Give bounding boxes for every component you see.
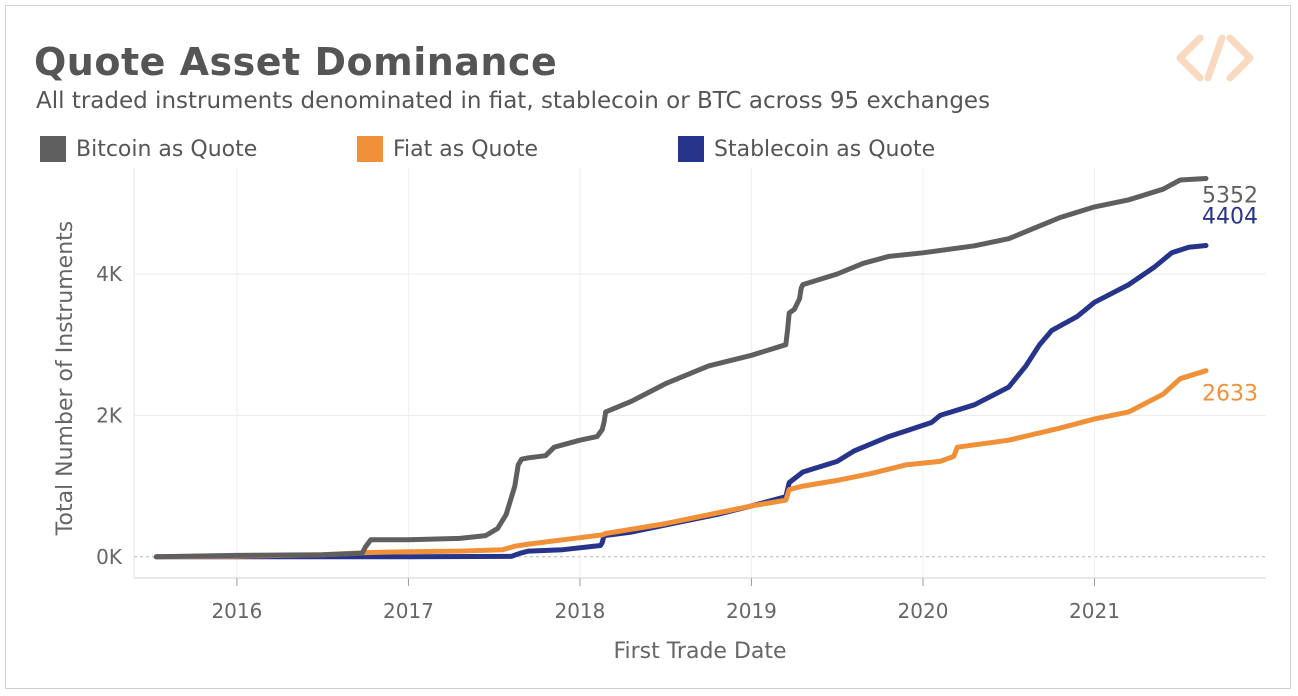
legend-label-stablecoin: Stablecoin as Quote (714, 136, 936, 162)
x-tick-label: 2018 (554, 599, 605, 623)
series-line-fiat (153, 368, 1209, 560)
end-label-stablecoin: 4404 (1202, 204, 1258, 229)
y-tick-label: 0K (96, 545, 123, 569)
label-layer: 5352 2633 4404 (1202, 183, 1258, 406)
legend-item-fiat[interactable]: Fiat as Quote (357, 136, 538, 162)
y-tick-label: 4K (96, 262, 123, 286)
series-layer (153, 176, 1209, 560)
x-tick-label: 2021 (1069, 599, 1120, 623)
chart-frame (5, 5, 1291, 689)
legend-swatch-stablecoin (678, 136, 704, 162)
legend-label-bitcoin: Bitcoin as Quote (76, 136, 258, 162)
axis-layer: 0K 2K 4K 2016 2017 2018 2019 2020 2021 First Trad… (53, 168, 1266, 664)
x-tick-label: 2020 (898, 599, 949, 623)
legend-item-stablecoin[interactable]: Stablecoin as Quote (678, 136, 935, 162)
legend-swatch-bitcoin (40, 136, 66, 162)
y-axis-title: Total Number of Instruments (53, 221, 78, 536)
x-tick-label: 2016 (211, 599, 262, 623)
x-axis-title: First Trade Date (613, 639, 786, 664)
series-line-stablecoin (153, 243, 1209, 560)
series-line-bitcoin (153, 176, 1209, 560)
legend-item-bitcoin[interactable]: Bitcoin as Quote (40, 136, 257, 162)
legend-swatch-fiat (357, 136, 383, 162)
y-tick-label: 2K (96, 403, 123, 427)
legend-label-fiat: Fiat as Quote (393, 136, 539, 162)
x-tick-label: 2019 (726, 599, 777, 623)
end-label-bitcoin: 5352 (1202, 183, 1258, 208)
chart-subtitle: All traded instruments denominated in fi… (36, 88, 991, 114)
end-label-fiat: 2633 (1202, 382, 1258, 407)
chart-title: Quote Asset Dominance (34, 40, 558, 84)
x-tick-label: 2017 (383, 599, 434, 623)
brand-logo-icon (1176, 34, 1254, 82)
